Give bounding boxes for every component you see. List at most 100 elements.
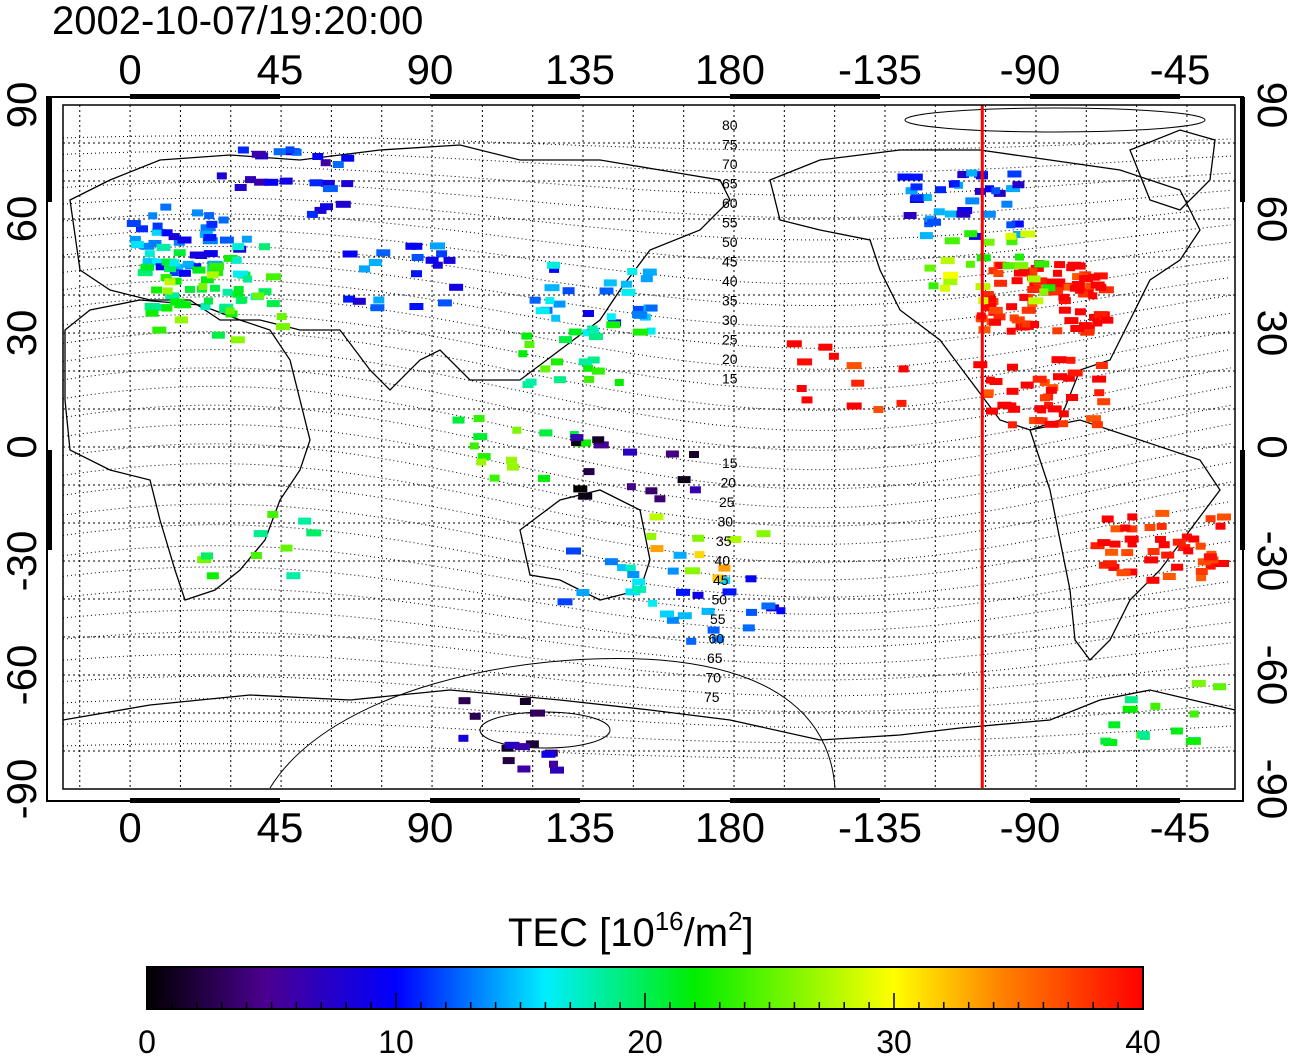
frame-bar	[430, 94, 580, 99]
tec-data-point	[685, 567, 701, 575]
tec-data-point	[219, 236, 234, 244]
contour-label: 50	[712, 592, 728, 608]
frame-bar	[730, 94, 880, 99]
tec-data-point	[940, 257, 955, 265]
tec-data-point	[985, 295, 997, 303]
tec-data-point	[576, 589, 590, 596]
tec-data-point	[1116, 569, 1131, 577]
tec-data-point	[253, 530, 268, 538]
tec-data-point	[258, 288, 272, 296]
tec-data-point	[359, 265, 370, 273]
tec-data-points	[126, 146, 1231, 774]
x-tick-label: -135	[838, 46, 922, 93]
contour-label: 55	[722, 215, 738, 231]
tec-data-point	[667, 567, 679, 575]
tec-data-point	[727, 536, 742, 543]
tec-data-point	[1027, 286, 1041, 293]
tec-data-point	[593, 441, 609, 449]
tec-data-point	[126, 220, 141, 227]
tec-data-point	[332, 161, 344, 168]
tec-data-point	[335, 200, 351, 208]
tec-data-point	[1171, 563, 1184, 571]
tec-data-point	[965, 197, 980, 205]
tec-data-point	[1092, 319, 1103, 327]
tec-data-point	[557, 598, 573, 606]
tec-data-point	[707, 626, 720, 634]
tec-data-point	[267, 510, 279, 518]
y-tick-label: -60	[1249, 645, 1292, 706]
tec-data-point	[206, 220, 218, 228]
y-tick-label: 90	[1249, 82, 1292, 129]
tec-data-point	[1014, 262, 1029, 270]
tec-data-point	[251, 552, 262, 559]
tec-data-point	[237, 296, 248, 304]
tec-data-point	[1162, 573, 1176, 580]
tec-data-point	[152, 222, 163, 230]
tec-data-point	[1006, 185, 1021, 193]
frame-bar	[47, 97, 52, 202]
tec-data-point	[1074, 308, 1086, 316]
contour-label: 20	[722, 351, 738, 367]
tec-data-point	[512, 426, 522, 434]
tec-data-point	[452, 416, 465, 424]
tec-data-point	[1011, 277, 1023, 285]
tec-data-point	[197, 556, 212, 564]
tec-data-point	[1093, 311, 1108, 319]
tec-data-point	[473, 433, 488, 441]
contour-label: 75	[722, 137, 738, 153]
tec-data-point	[1155, 509, 1170, 517]
tec-data-point	[851, 379, 865, 387]
tec-data-point	[897, 173, 912, 181]
tec-data-point	[1062, 374, 1075, 382]
tec-data-point	[160, 203, 172, 211]
tec-data-point	[432, 261, 443, 269]
tec-data-point	[1078, 322, 1092, 330]
tec-data-point	[152, 258, 165, 266]
tec-data-point	[551, 358, 563, 366]
tec-data-point	[341, 154, 355, 162]
tec-data-point	[583, 364, 594, 372]
tec-data-point	[1053, 269, 1062, 277]
tec-data-point	[504, 741, 520, 749]
tec-data-point	[606, 313, 616, 321]
tec-data-point	[152, 326, 167, 334]
tec-data-point	[701, 607, 715, 615]
x-tick-label: 90	[407, 46, 454, 93]
tec-data-point	[266, 273, 281, 281]
colorbar-tick-label: 20	[627, 1024, 663, 1057]
tec-data-point	[1079, 275, 1093, 283]
tec-data-point	[645, 487, 658, 495]
tec-data-point	[192, 209, 203, 217]
tec-data-point	[320, 179, 335, 187]
tec-data-point	[903, 212, 917, 219]
tec-data-point	[1158, 541, 1170, 549]
tec-data-point	[578, 492, 593, 500]
tec-data-point	[1155, 535, 1166, 543]
tec-data-point	[776, 607, 786, 615]
tec-data-point	[306, 210, 318, 218]
tec-data-point	[1007, 237, 1018, 244]
tec-data-point	[583, 310, 594, 317]
tec-data-point	[583, 468, 595, 476]
magnetic-contour	[62, 545, 1232, 615]
tec-data-point	[1054, 261, 1066, 269]
tec-data-point	[980, 389, 994, 397]
tec-data-point	[997, 401, 1012, 409]
tec-data-point	[1006, 387, 1019, 395]
tec-data-point	[169, 277, 182, 285]
contour-label: 75	[704, 689, 720, 705]
tec-data-point	[1100, 316, 1114, 324]
tec-data-point	[712, 574, 724, 582]
coastline	[769, 149, 1201, 431]
x-tick-label: 135	[545, 804, 615, 851]
tec-data-point	[219, 306, 232, 313]
tec-data-point	[692, 534, 705, 542]
tec-data-point	[604, 558, 618, 566]
tec-data-point	[545, 297, 555, 305]
tec-data-point	[298, 517, 312, 525]
x-tick-label: 0	[118, 46, 141, 93]
tec-data-point	[1042, 284, 1056, 292]
tec-data-point	[587, 356, 600, 364]
tec-data-point	[796, 385, 807, 392]
contour-label: 35	[722, 293, 738, 309]
